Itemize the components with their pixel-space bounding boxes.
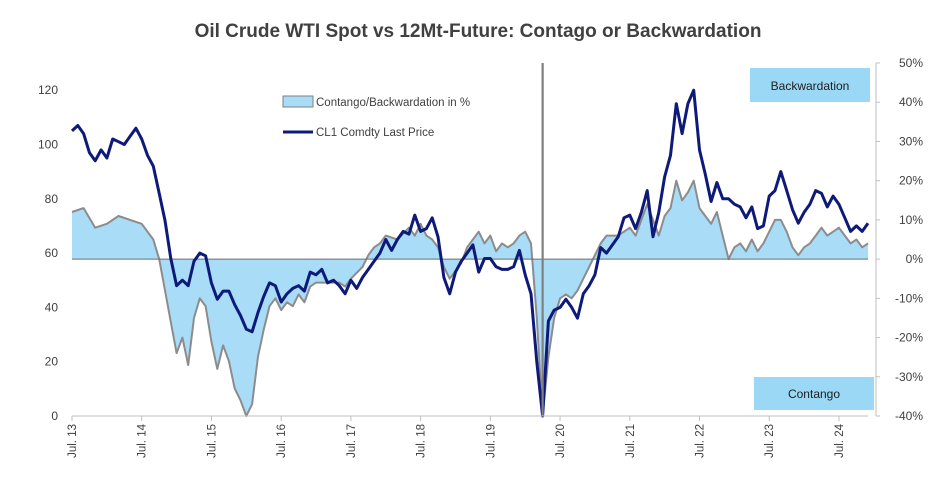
left-tick-label: 40	[45, 300, 59, 314]
legend-label-line: CL1 Comdty Last Price	[316, 127, 434, 139]
legend: Contango/Backwardation in % CL1 Comdty L…	[282, 95, 470, 139]
contango-backwardation-series	[71, 179, 869, 417]
contango-label: Contango	[788, 387, 840, 401]
left-tick-label: 100	[38, 138, 58, 152]
x-tick-label: Jul. 21	[625, 424, 637, 458]
left-tick-label: 80	[45, 192, 59, 206]
right-tick-label: 30%	[899, 134, 923, 148]
contango-area-edge	[71, 179, 869, 417]
backwardation-label: Backwardation	[771, 79, 850, 93]
chart-title: Oil Crude WTI Spot vs 12Mt-Future: Conta…	[195, 21, 762, 42]
x-tick-label: Jul. 18	[416, 424, 428, 458]
right-tick-label: -10%	[895, 291, 923, 305]
legend-swatch-area	[282, 95, 314, 108]
left-tick-label: 0	[51, 409, 58, 423]
x-tick-label: Jul. 24	[834, 423, 846, 457]
contango-box: Contango	[754, 377, 874, 410]
x-tick-label: Jul. 17	[346, 424, 358, 458]
right-tick-label: 0%	[906, 252, 924, 266]
right-tick-label: -20%	[895, 331, 923, 345]
x-tick-label: Jul. 16	[276, 424, 288, 458]
right-tick-label: 50%	[899, 56, 923, 70]
contango-area-fill	[72, 180, 868, 416]
x-tick-label: Jul. 22	[695, 424, 707, 458]
right-tick-label: 40%	[899, 95, 923, 109]
cl1-price-line	[70, 88, 870, 418]
right-tick-label: -30%	[895, 370, 923, 384]
left-axis: 0 20 40 60 80 100 120	[38, 83, 58, 423]
left-tick-label: 20	[45, 355, 59, 369]
left-tick-label: 60	[45, 246, 59, 260]
x-tick-label: Jul. 14	[137, 423, 149, 457]
x-tick-label: Jul. 20	[555, 424, 567, 458]
x-tick-label: Jul. 13	[67, 424, 79, 458]
left-tick-label: 120	[38, 83, 58, 97]
right-tick-label: 10%	[899, 213, 923, 227]
x-axis: Jul. 13 Jul. 14 Jul. 15 Jul. 16 Jul. 17 Jul. …	[67, 415, 868, 458]
x-tick-label: Jul. 23	[764, 424, 776, 458]
right-tick-label: 20%	[899, 174, 923, 188]
x-tick-label: Jul. 15	[206, 424, 218, 458]
legend-label-area: Contango/Backwardation in %	[316, 97, 470, 109]
backwardation-box: Backwardation	[750, 68, 870, 102]
cl1-price-series	[70, 88, 870, 418]
right-axis: -40% -30% -20% -10% 0% 10% 20% 30% 40% 50%	[875, 56, 924, 423]
right-tick-label: -40%	[895, 409, 923, 423]
x-tick-label: Jul. 19	[485, 424, 497, 458]
